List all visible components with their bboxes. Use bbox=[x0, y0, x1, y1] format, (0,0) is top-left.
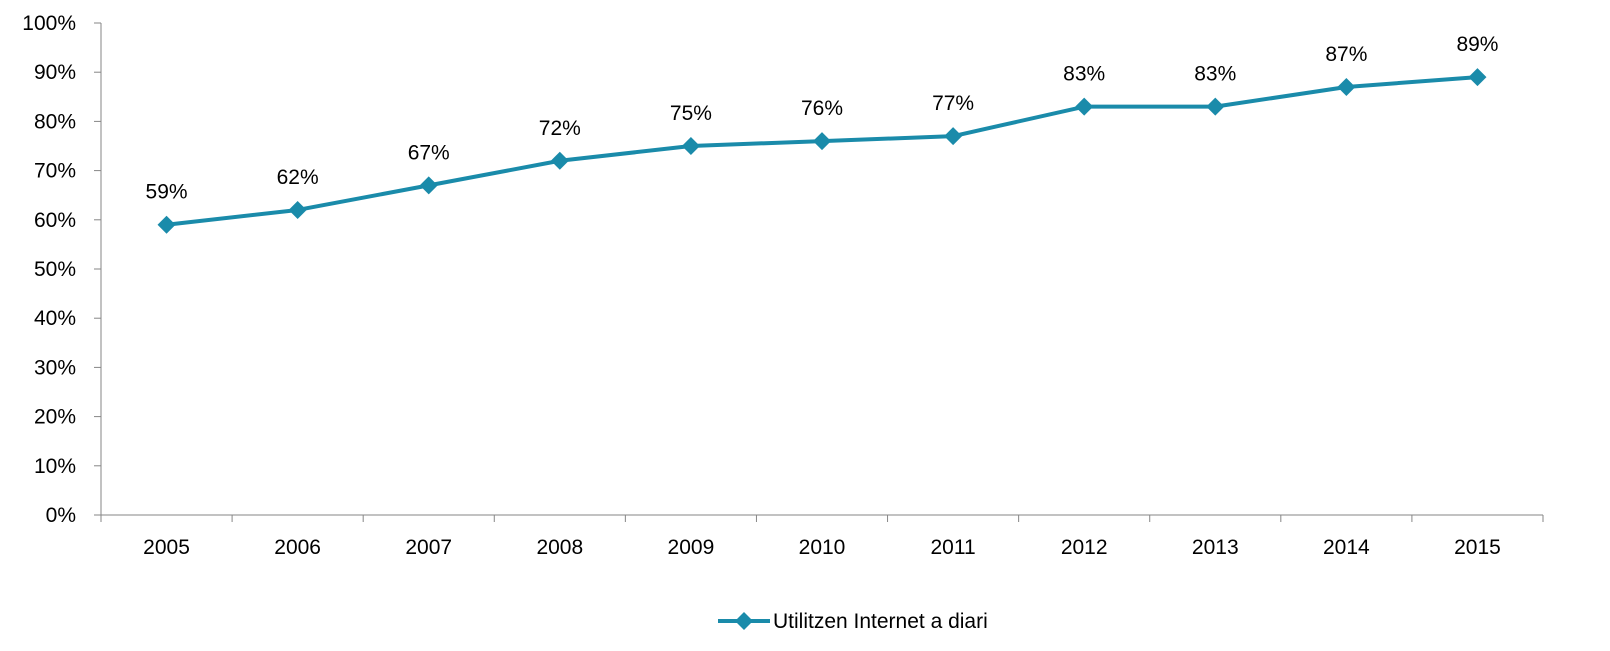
data-point-marker bbox=[157, 215, 176, 234]
data-point-marker bbox=[1468, 68, 1487, 87]
plot-area: 59% 62% 67% 72% 75% 76% 77% 83% 83% 87% 89% bbox=[146, 33, 1498, 234]
x-tick-label: 2009 bbox=[668, 536, 715, 559]
legend-marker bbox=[735, 612, 753, 630]
data-point-marker bbox=[813, 132, 831, 151]
y-tick-label: 10% bbox=[34, 455, 76, 478]
data-point-marker bbox=[681, 137, 700, 155]
x-tick-label: 2007 bbox=[405, 536, 452, 559]
data-label: 72% bbox=[539, 117, 581, 140]
data-label: 89% bbox=[1456, 33, 1498, 56]
data-point-marker bbox=[1075, 97, 1094, 116]
data-point-marker bbox=[419, 176, 438, 195]
legend-label: Utilitzen Internet a diari bbox=[773, 610, 988, 633]
legend: Utilitzen Internet a diari bbox=[718, 610, 988, 633]
x-tick-label: 2011 bbox=[931, 536, 976, 559]
y-tick-label: 50% bbox=[34, 258, 76, 281]
data-point-marker bbox=[288, 200, 307, 219]
data-label: 75% bbox=[670, 102, 712, 125]
x-tick-label: 2006 bbox=[274, 536, 321, 559]
y-tick-label: 90% bbox=[34, 61, 76, 84]
x-tick-label: 2005 bbox=[143, 536, 190, 559]
x-tick-label: 2014 bbox=[1323, 536, 1370, 559]
data-point-marker bbox=[1337, 77, 1356, 96]
data-label: 59% bbox=[146, 181, 188, 204]
y-tick-label: 80% bbox=[34, 110, 76, 133]
x-tick-label: 2010 bbox=[799, 536, 846, 559]
data-point-marker bbox=[944, 127, 963, 146]
y-tick-label: 60% bbox=[34, 209, 76, 232]
data-point-marker bbox=[1206, 97, 1225, 116]
data-label: 67% bbox=[408, 141, 450, 164]
x-tick-label: 2013 bbox=[1192, 536, 1239, 559]
x-tick-label: 2012 bbox=[1061, 536, 1108, 559]
y-tick-label: 30% bbox=[34, 356, 76, 379]
y-tick-label: 70% bbox=[34, 160, 76, 183]
y-tick-label: 20% bbox=[34, 406, 76, 429]
x-tick-label: 2015 bbox=[1454, 536, 1501, 559]
data-label: 77% bbox=[932, 92, 974, 115]
data-label: 83% bbox=[1194, 63, 1236, 86]
data-label: 62% bbox=[277, 166, 319, 189]
y-tick-label: 0% bbox=[46, 504, 76, 527]
y-tick-label: 100% bbox=[22, 12, 76, 35]
data-label: 87% bbox=[1325, 43, 1367, 66]
y-tick-label: 40% bbox=[34, 307, 76, 330]
data-label: 83% bbox=[1063, 63, 1105, 86]
x-axis: 2005 2006 2007 2008 2009 2010 2011 2012 2013 2014… bbox=[100, 514, 1544, 559]
x-tick-label: 2008 bbox=[536, 536, 583, 559]
data-label: 76% bbox=[801, 97, 843, 120]
y-axis: 0% 10% 20% 30% 40% 50% 60% 70% 80% 90% 100% bbox=[22, 12, 102, 527]
data-point-marker bbox=[550, 151, 569, 170]
